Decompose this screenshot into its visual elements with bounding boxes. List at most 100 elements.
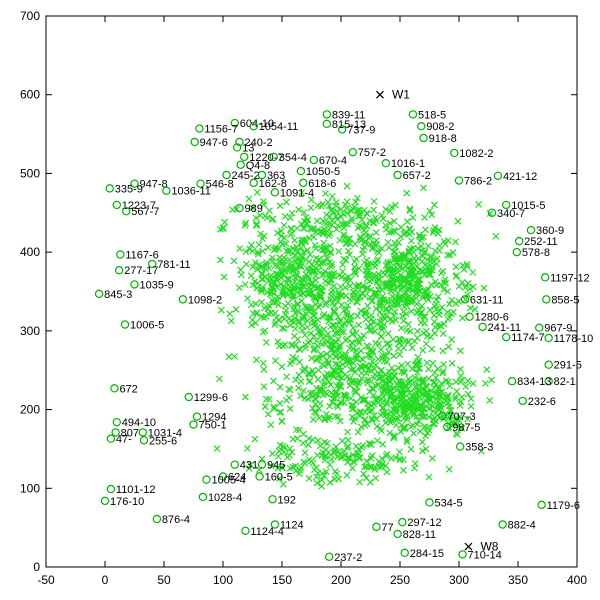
cross-mark — [432, 374, 440, 381]
cross-mark — [370, 206, 378, 214]
cross-mark — [281, 341, 289, 349]
cross-mark — [397, 402, 405, 409]
cross-mark — [306, 251, 314, 259]
cross-mark — [425, 375, 433, 383]
cross-mark — [414, 308, 421, 316]
cross-mark — [384, 339, 392, 347]
data-point-label: 1054-11 — [259, 121, 299, 133]
cross-mark — [372, 214, 379, 222]
cross-mark — [271, 321, 279, 329]
cross-mark — [402, 310, 410, 318]
data-point-circle — [257, 170, 267, 180]
cross-mark — [282, 396, 290, 404]
cross-mark — [322, 190, 329, 197]
data-point-label: 82-1 — [554, 376, 576, 388]
cross-mark — [249, 247, 257, 255]
cross-mark — [263, 214, 271, 222]
cross-mark — [414, 327, 421, 335]
data-point-label: 421-12 — [503, 171, 537, 183]
cross-mark — [297, 220, 305, 228]
data-point-label: 240-2 — [245, 137, 273, 149]
cross-mark — [464, 377, 472, 385]
cross-mark — [379, 377, 387, 385]
cross-mark — [402, 274, 410, 282]
cross-mark — [276, 383, 284, 391]
cross-mark — [394, 415, 402, 423]
cross-mark — [344, 235, 352, 243]
cross-mark — [251, 259, 259, 266]
cross-mark — [421, 214, 429, 221]
cross-mark — [399, 380, 407, 388]
cross-mark — [372, 229, 380, 236]
cross-mark — [328, 260, 336, 268]
cross-mark — [281, 212, 289, 220]
data-point-label: 277-17 — [124, 265, 158, 277]
cross-mark — [385, 348, 393, 356]
data-point-label: 1197-12 — [550, 272, 590, 284]
cross-mark — [371, 466, 379, 473]
cross-mark — [404, 360, 412, 368]
data-point-circle — [94, 289, 104, 299]
cross-mark — [371, 263, 379, 271]
y-tick-label: 200 — [20, 403, 40, 417]
data-point-label: 354-4 — [279, 152, 307, 164]
cross-mark — [291, 286, 299, 293]
cross-mark — [312, 395, 320, 403]
data-point-label: 567-7 — [131, 206, 159, 218]
data-point-circle — [198, 492, 208, 502]
cross-mark — [329, 371, 337, 379]
cross-mark — [268, 450, 276, 457]
cross-mark — [321, 415, 329, 422]
cross-mark — [335, 248, 343, 255]
cross-mark — [391, 415, 399, 423]
cross-mark — [313, 355, 321, 362]
cross-mark — [356, 377, 364, 385]
cross-mark — [303, 265, 311, 272]
cross-mark — [272, 357, 279, 365]
data-point-circle — [337, 125, 347, 134]
cross-mark — [332, 443, 340, 451]
cross-mark — [356, 408, 364, 416]
cross-mark — [304, 441, 312, 449]
cross-mark — [445, 343, 453, 351]
cross-mark — [258, 298, 266, 306]
cross-mark — [431, 369, 439, 377]
data-point-label: 1299-6 — [194, 392, 228, 404]
y-tick-label: 0 — [33, 560, 40, 574]
data-point-circle — [514, 236, 524, 246]
cross-mark — [359, 396, 367, 404]
cross-mark — [486, 396, 494, 404]
cross-mark — [365, 343, 372, 351]
cross-mark — [330, 282, 338, 290]
cross-mark — [444, 288, 452, 295]
cross-mark — [309, 389, 316, 397]
cross-mark — [290, 286, 298, 294]
cross-mark — [421, 423, 429, 430]
cross-mark — [318, 271, 326, 279]
cross-mark — [357, 234, 365, 242]
cross-mark — [401, 424, 409, 432]
cross-mark — [344, 436, 352, 444]
cross-mark — [426, 207, 434, 215]
cross-mark — [331, 308, 339, 315]
cross-mark — [457, 378, 464, 386]
cross-mark — [309, 267, 316, 275]
cross-mark — [355, 339, 363, 347]
cross-mark — [304, 323, 311, 331]
cross-mark — [295, 206, 303, 214]
data-point-circle — [322, 110, 332, 119]
data-point-label: 989 — [245, 203, 263, 215]
cross-mark — [377, 411, 385, 419]
x-axis: -50 0 50 100 150 200 250 300 350 400 — [37, 16, 587, 587]
cross-mark — [330, 449, 338, 456]
data-point-circle — [398, 517, 407, 527]
cross-mark — [443, 308, 451, 316]
cross-mark — [330, 307, 337, 315]
cross-mark — [321, 267, 329, 275]
cross-mark — [356, 478, 364, 486]
cross-mark — [390, 217, 398, 225]
cross-mark — [388, 305, 395, 312]
cross-mark — [305, 475, 313, 482]
cross-mark — [440, 361, 448, 368]
